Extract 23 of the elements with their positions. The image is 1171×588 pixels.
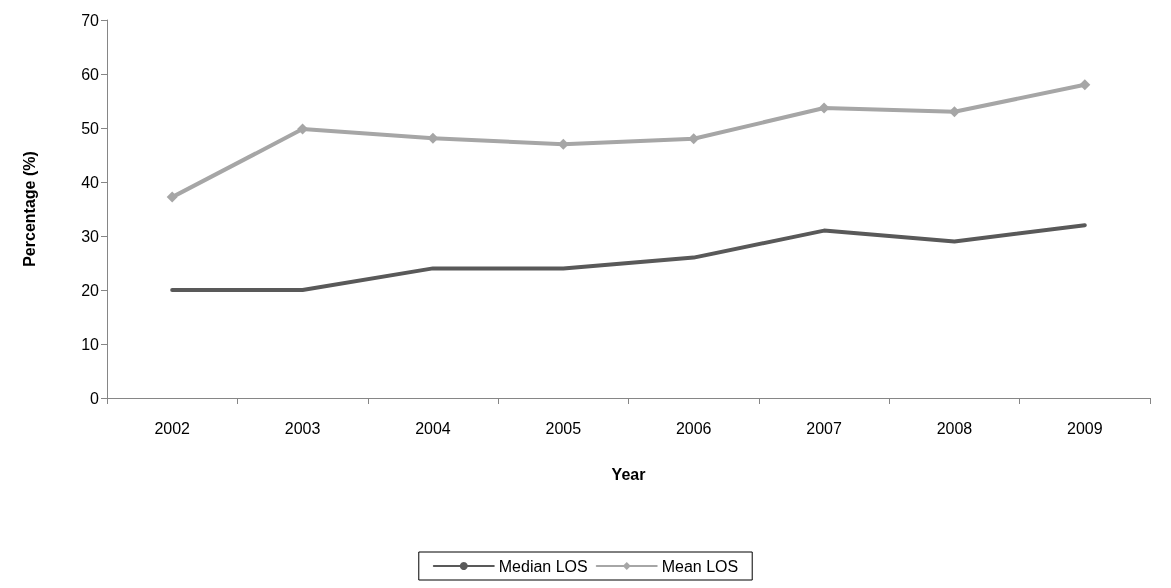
x-tick-label: 2007 (806, 419, 842, 437)
legend-label: Median LOS (498, 557, 588, 575)
y-tick-label: 60 (81, 65, 100, 83)
point (1079, 79, 1091, 91)
y-tick-label: 70 (81, 11, 100, 29)
x-tick-label: 2002 (154, 419, 191, 437)
point (166, 191, 178, 203)
legend-label: Mean LOS (661, 557, 739, 575)
y-tick-label: 50 (81, 119, 100, 137)
x-tick-label: 2003 (284, 419, 321, 437)
y-tick-label: 40 (81, 173, 100, 191)
y-tick-label: 10 (81, 335, 100, 353)
x-tick-label: 2008 (936, 419, 973, 437)
x-tick-label: 2006 (675, 419, 712, 437)
x-tick-label: 2004 (415, 419, 451, 437)
y-tick-label: 30 (81, 227, 100, 245)
y-tick-label: 20 (81, 281, 100, 299)
x-tick-label: 2005 (545, 419, 582, 437)
line-series (170, 223, 1087, 292)
y-tick-label: 0 (90, 389, 100, 407)
x-tick-label: 2009 (1067, 419, 1103, 437)
x-axis-title: Year (611, 465, 646, 483)
y-axis-title: Percentage (%) (20, 151, 38, 267)
